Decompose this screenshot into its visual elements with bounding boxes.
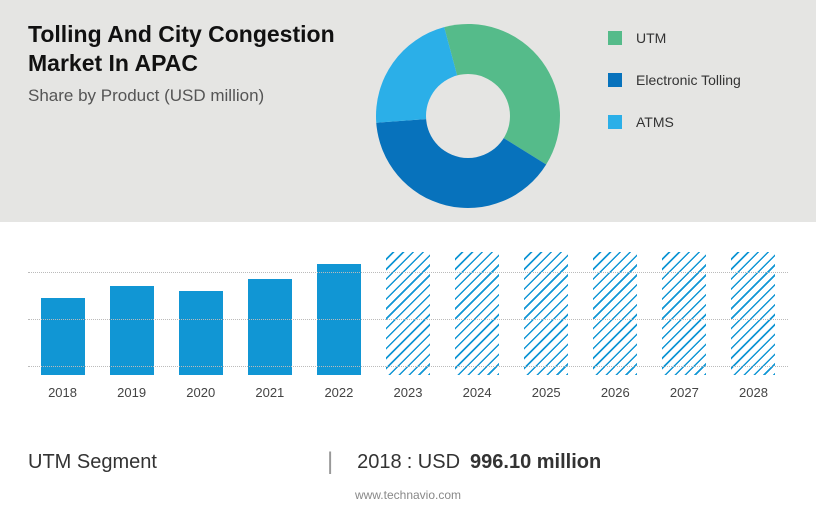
legend-swatch — [608, 73, 622, 87]
legend: UTM Electronic Tolling ATMS — [578, 20, 788, 212]
gridlines — [28, 252, 788, 400]
donut-hole — [426, 74, 510, 158]
gridline — [28, 366, 788, 367]
segment-label: UTM Segment — [28, 451, 157, 474]
title-block: Tolling And City Congestion Market In AP… — [28, 20, 358, 212]
footer-year: 2018 — [357, 451, 402, 474]
chart-title: Tolling And City Congestion Market In AP… — [28, 20, 358, 78]
legend-swatch — [608, 31, 622, 45]
footer-stats: UTM Segment | 2018 : USD 996.10 million — [0, 430, 816, 480]
footer-currency: : USD — [407, 451, 460, 474]
chart-subtitle: Share by Product (USD million) — [28, 86, 358, 106]
legend-item: Electronic Tolling — [608, 72, 788, 88]
footer-value: 996.10 million — [470, 451, 601, 474]
top-panel: Tolling And City Congestion Market In AP… — [0, 0, 816, 222]
legend-item: UTM — [608, 30, 788, 46]
gridline — [28, 319, 788, 320]
donut-svg — [368, 16, 568, 216]
donut-chart — [358, 20, 578, 212]
legend-label: UTM — [636, 30, 666, 46]
legend-label: ATMS — [636, 114, 674, 130]
gridline — [28, 272, 788, 273]
footer-divider: | — [327, 448, 333, 476]
source-url: www.technavio.com — [0, 488, 816, 502]
title-line-1: Tolling And City Congestion — [28, 21, 335, 47]
legend-label: Electronic Tolling — [636, 72, 741, 88]
title-line-2: Market In APAC — [28, 50, 198, 76]
bar-chart: 2018201920202021202220232024202520262027… — [28, 252, 788, 420]
bar-chart-section: 2018201920202021202220232024202520262027… — [0, 222, 816, 430]
legend-swatch — [608, 115, 622, 129]
legend-item: ATMS — [608, 114, 788, 130]
